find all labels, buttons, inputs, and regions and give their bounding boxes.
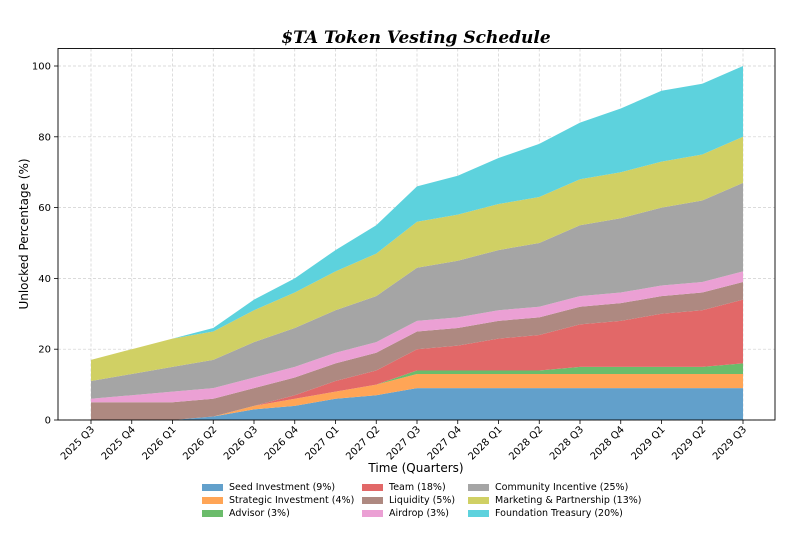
legend-item: Foundation Treasury (20%) <box>468 507 623 520</box>
x-tick-label: 2029 Q1 <box>630 424 668 462</box>
legend-item: Seed Investment (9%) <box>202 481 335 494</box>
axes-frame <box>57 48 776 421</box>
x-axis: 2025 Q3 2025 Q4 2026 Q1 2026 Q2 2026 Q3 2026 … <box>59 420 749 462</box>
x-tick-label: 2026 Q3 <box>222 424 260 462</box>
y-tick-label: 0 <box>45 416 51 427</box>
area-series-2 <box>91 363 743 420</box>
y-tick-label: 100 <box>32 62 51 73</box>
legend-label: Seed Investment (9%) <box>229 482 336 493</box>
legend-label: Liquidity (5%) <box>389 495 456 506</box>
legend-item: Liquidity (5%) <box>362 494 455 507</box>
legend-swatch <box>468 497 489 504</box>
legend-label: Team (18%) <box>389 482 446 493</box>
legend-item: Community Incentive (25%) <box>468 481 628 494</box>
legend-item: Marketing & Partnership (13%) <box>468 494 642 507</box>
legend-item: Team (18%) <box>362 481 446 494</box>
x-tick-label: 2026 Q1 <box>141 424 179 462</box>
y-axis-label: Unlocked Percentage (%) <box>17 158 31 309</box>
area-series-0 <box>91 388 743 420</box>
area-series-1 <box>91 373 743 420</box>
legend-item: Advisor (3%) <box>202 507 290 520</box>
x-tick-label: 2028 Q1 <box>467 424 505 462</box>
x-tick-label: 2025 Q4 <box>100 424 138 462</box>
area-series-3 <box>91 299 743 420</box>
y-tick-label: 60 <box>38 203 51 214</box>
x-tick-label: 2028 Q4 <box>589 424 627 462</box>
legend-swatch <box>362 510 383 517</box>
x-tick-label: 2029 Q2 <box>670 424 708 462</box>
legend-swatch <box>202 484 223 491</box>
area-series-8 <box>91 66 743 360</box>
legend-swatch <box>468 510 489 517</box>
x-axis-label: Time (Quarters) <box>367 461 463 475</box>
legend: Seed Investment (9%) Strategic Investment… <box>200 481 642 525</box>
x-tick-label: 2026 Q4 <box>263 424 301 462</box>
x-tick-label: 2027 Q3 <box>385 424 423 462</box>
y-tick-label: 40 <box>38 274 51 285</box>
x-tick-label: 2025 Q3 <box>59 424 97 462</box>
legend-label: Community Incentive (25%) <box>495 482 629 493</box>
legend-label: Strategic Investment (4%) <box>229 495 355 506</box>
legend-label: Airdrop (3%) <box>389 508 449 519</box>
x-tick-label: 2028 Q2 <box>507 424 545 462</box>
x-tick-label: 2028 Q3 <box>548 424 586 462</box>
x-tick-label: 2027 Q1 <box>304 424 342 462</box>
y-tick-label: 20 <box>38 345 51 356</box>
legend-swatch <box>202 510 223 517</box>
legend-label: Marketing & Partnership (13%) <box>495 495 642 506</box>
x-tick-label: 2029 Q3 <box>711 424 749 462</box>
area-series-6 <box>91 182 743 399</box>
legend-label: Foundation Treasury (20%) <box>495 508 623 519</box>
area-series-4 <box>91 281 743 420</box>
chart-title: $TA Token Vesting Schedule <box>281 28 551 48</box>
y-axis: 0 20 40 60 80 100 <box>32 62 58 427</box>
x-tick-label: 2027 Q2 <box>344 424 382 462</box>
legend-swatch <box>362 497 383 504</box>
legend-swatch <box>202 497 223 504</box>
stacked-areas <box>91 66 743 420</box>
legend-label: Advisor (3%) <box>229 508 290 519</box>
legend-swatch <box>362 484 383 491</box>
y-tick-label: 80 <box>38 132 51 143</box>
area-series-7 <box>91 136 743 382</box>
legend-item: Airdrop (3%) <box>362 507 449 520</box>
x-tick-label: 2027 Q4 <box>426 424 464 462</box>
x-tick-label: 2026 Q2 <box>181 424 219 462</box>
area-series-5 <box>91 271 743 403</box>
legend-swatch <box>468 484 489 491</box>
legend-item: Strategic Investment (4%) <box>202 494 354 507</box>
